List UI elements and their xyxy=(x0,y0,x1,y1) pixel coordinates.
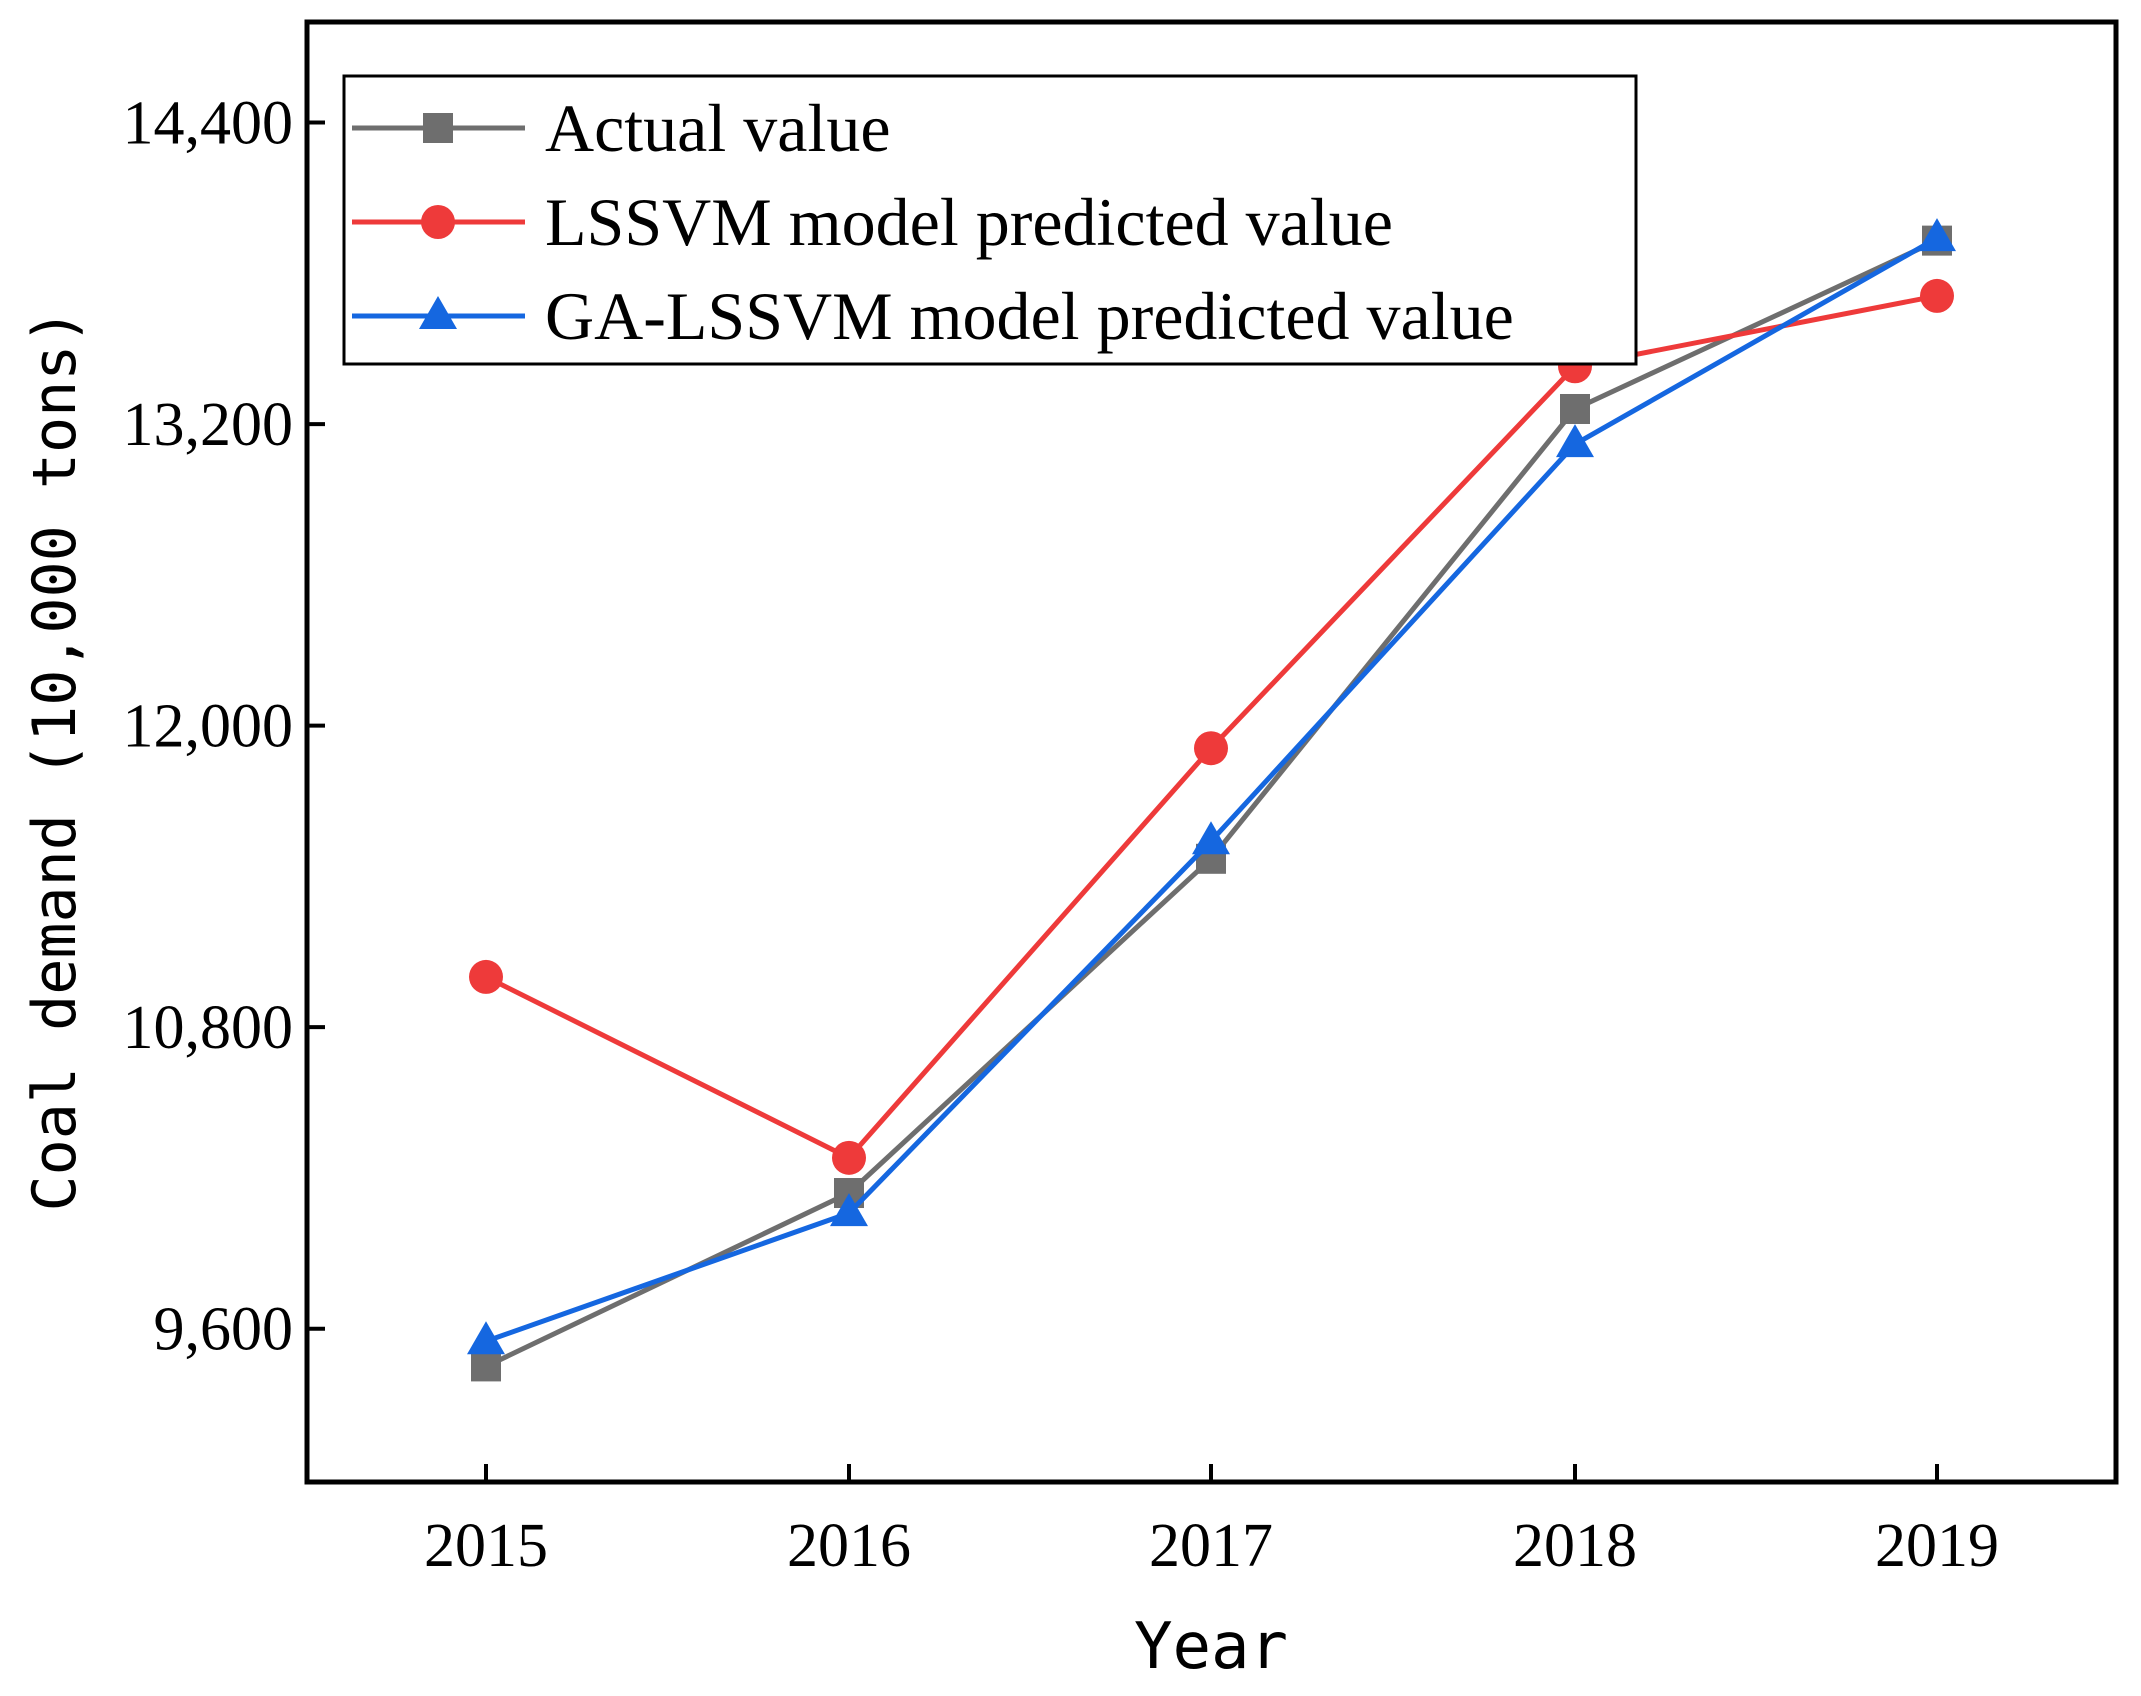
y-tick-label: 12,000 xyxy=(123,693,294,761)
plot-frame xyxy=(304,19,2119,1485)
x-tick-label: 2019 xyxy=(1875,1512,1999,1580)
data-point xyxy=(1920,278,1954,313)
data-point xyxy=(469,959,503,994)
data-point xyxy=(832,1140,866,1175)
legend-label: GA-LSSVM model predicted value xyxy=(545,278,1514,354)
data-point xyxy=(467,1321,505,1355)
x-tick-label: 2015 xyxy=(424,1512,548,1580)
legend-marker xyxy=(421,205,455,239)
x-tick-label: 2017 xyxy=(1149,1512,1273,1580)
legend-entry: GA-LSSVM model predicted value xyxy=(352,278,1514,354)
x-axis-title: Year xyxy=(1134,1610,1288,1684)
data-point xyxy=(830,1193,868,1227)
series-2 xyxy=(469,278,1954,1175)
y-tick-label: 13,200 xyxy=(123,391,294,459)
data-point xyxy=(1918,218,1956,252)
y-tick-label: 10,800 xyxy=(123,994,294,1062)
data-point xyxy=(1560,393,1590,424)
data-point xyxy=(471,1351,501,1382)
x-tick-label: 2018 xyxy=(1513,1512,1637,1580)
y-tick-label: 9,600 xyxy=(154,1296,294,1364)
legend-entry: LSSVM model predicted value xyxy=(352,184,1393,260)
data-point xyxy=(1192,821,1230,855)
legend-entry: Actual value xyxy=(352,90,891,166)
data-point xyxy=(1556,424,1594,458)
legend-box xyxy=(342,74,1638,366)
series-3 xyxy=(467,218,1956,1355)
series-1 xyxy=(471,225,1952,1382)
y-axis-title: Coal demand (10,000 tons) xyxy=(20,308,90,1211)
x-tick-label: 2016 xyxy=(787,1512,911,1580)
axes-layer: 9,600 10,800 12,000 13,200 14,400 2015 2016 201… xyxy=(123,90,2000,1580)
series-layer xyxy=(467,218,1956,1382)
data-point xyxy=(1194,731,1228,766)
legend: Actual value LSSVM model predicted value G… xyxy=(342,74,1638,366)
legend-marker xyxy=(419,296,457,329)
legend-marker xyxy=(423,113,453,143)
y-tick-label: 14,400 xyxy=(123,90,294,158)
legend-label: LSSVM model predicted value xyxy=(545,184,1393,260)
legend-label: Actual value xyxy=(545,90,891,166)
